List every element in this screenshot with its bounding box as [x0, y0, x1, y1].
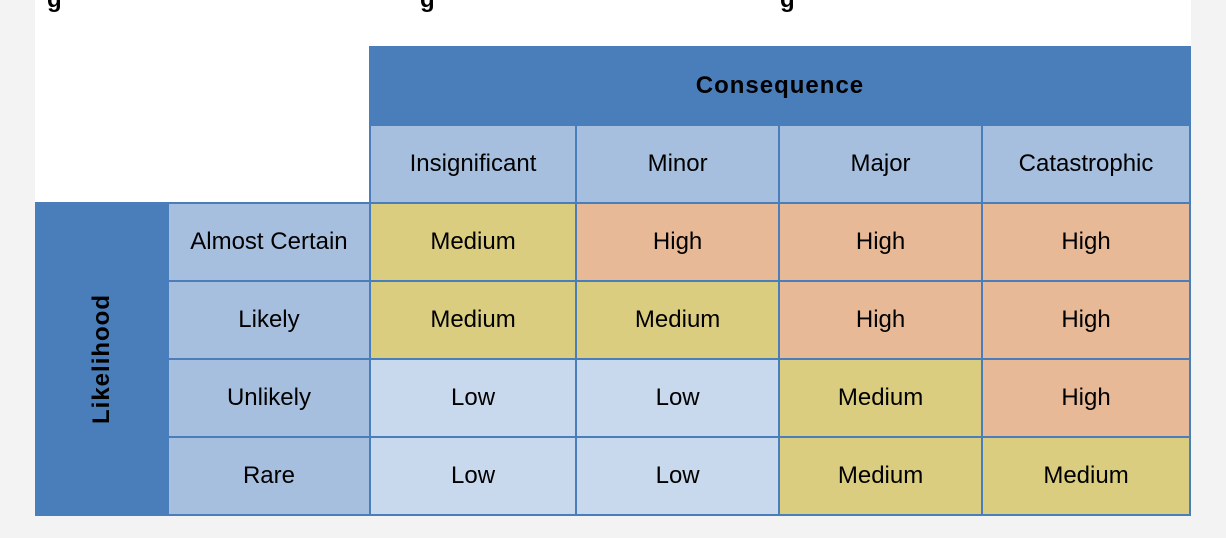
title-fragment: g: [47, 0, 62, 14]
title-fragment: g: [780, 0, 795, 14]
row-header: Almost Certain: [167, 202, 371, 282]
column-header: Major: [778, 124, 984, 204]
risk-cell: Low: [368, 358, 578, 438]
row-header: Likely: [167, 280, 371, 360]
risk-cell: High: [981, 202, 1191, 282]
risk-matrix: Consequence Insignificant Minor Major Ca…: [35, 22, 1192, 516]
risk-cell: High: [778, 280, 984, 360]
risk-cell: Medium: [981, 436, 1191, 516]
cut-off-title: g g g: [35, 0, 1191, 22]
risk-cell: Medium: [575, 280, 781, 360]
risk-cell: Medium: [778, 436, 984, 516]
risk-cell: Medium: [368, 280, 578, 360]
column-header: Minor: [575, 124, 781, 204]
likelihood-header: Likelihood: [35, 202, 169, 516]
risk-cell: High: [981, 280, 1191, 360]
title-fragment: g: [420, 0, 435, 14]
column-header: Insignificant: [368, 124, 578, 204]
column-header: Catastrophic: [981, 124, 1191, 204]
risk-cell: Low: [575, 358, 781, 438]
consequence-header: Consequence: [368, 46, 1192, 126]
risk-cell: Medium: [368, 202, 578, 282]
risk-matrix-table: Consequence Insignificant Minor Major Ca…: [35, 46, 1192, 516]
risk-cell: Medium: [778, 358, 984, 438]
likelihood-label: Likelihood: [88, 294, 115, 424]
corner-blank: [36, 47, 370, 203]
risk-cell: High: [575, 202, 781, 282]
row-header: Rare: [167, 436, 371, 516]
risk-cell: High: [778, 202, 984, 282]
row-header: Unlikely: [167, 358, 371, 438]
risk-cell: Low: [575, 436, 781, 516]
risk-cell: Low: [368, 436, 578, 516]
risk-cell: High: [981, 358, 1191, 438]
